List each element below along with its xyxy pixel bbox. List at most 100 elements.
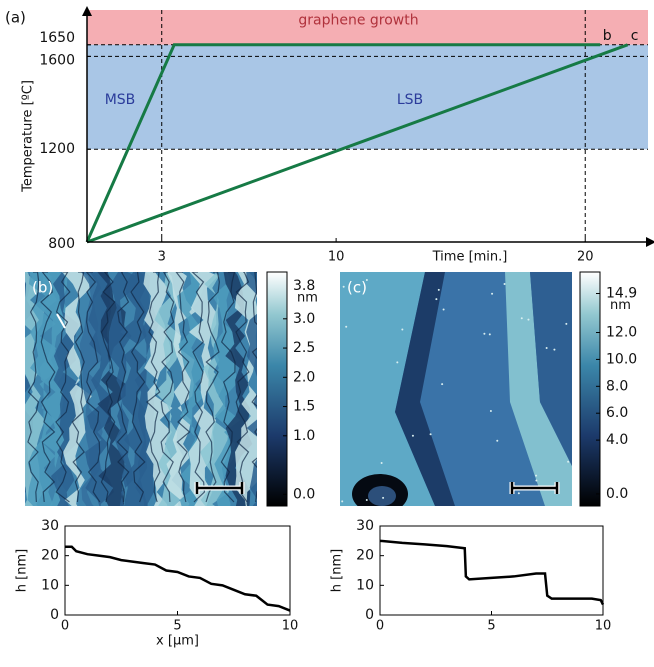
afm-particle (535, 479, 538, 482)
colorbar-tick-label: 3.8 (293, 278, 315, 294)
afm-particle (365, 279, 368, 282)
afm-particle (488, 333, 491, 336)
x-tick-label: 0 (61, 619, 69, 634)
y-tick-label: 1650 (39, 30, 75, 46)
colorbar-tick-label: 8.0 (606, 378, 628, 394)
band (87, 10, 648, 45)
afm-particle (437, 288, 440, 291)
band (87, 44, 648, 150)
afm-particle (520, 317, 523, 320)
afm-particle (483, 332, 486, 335)
afm-step-edge (130, 272, 146, 503)
y-axis-label: h [nm] (15, 549, 30, 592)
afm-step-edge (116, 272, 130, 503)
colorbar-tick-label: 2.5 (293, 340, 315, 356)
afm-texture (25, 272, 45, 506)
colorbar-tick-label: 6.0 (606, 405, 628, 421)
x-tick-label: 10 (282, 619, 299, 634)
afm-step-edge (40, 272, 56, 503)
band-label: graphene growth (298, 12, 418, 28)
afm-texture (246, 272, 257, 506)
colorbar-tick-label: 4.0 (606, 432, 628, 448)
y-tick-label: 800 (48, 236, 75, 252)
y-tick-label: 20 (356, 548, 374, 564)
y-tick-label: 30 (41, 518, 59, 534)
afm-particle (489, 409, 492, 412)
afm-step-edge (27, 272, 40, 503)
colorbar-tick-label: 12.0 (606, 325, 637, 341)
afm-particle (567, 460, 570, 463)
afm-particle (545, 347, 548, 350)
x-tick-label: 0 (376, 619, 384, 634)
afm-particle (429, 433, 432, 436)
afm-step-edge (205, 272, 220, 503)
colorbar (266, 271, 288, 507)
afm-texture (27, 272, 57, 506)
afm-step-edge (235, 272, 250, 503)
colorbar-unit: nm (610, 298, 631, 313)
x-tick-label: 3 (158, 250, 166, 265)
afm-particle (517, 492, 520, 495)
colorbar-tick-label: 14.9 (606, 286, 637, 302)
afm-step-edge (191, 272, 206, 503)
afm-particle (503, 282, 506, 285)
colorbar-tick-label: 2.0 (293, 369, 315, 385)
afm-step-edge (251, 272, 257, 503)
afm-step-edge (85, 272, 101, 503)
colorbar-tick-label: 1.5 (293, 399, 315, 415)
scale-bar (510, 482, 559, 494)
plot-frame (64, 525, 291, 616)
afm-texture (200, 272, 230, 506)
colorbar-tick-label: 0.0 (293, 486, 315, 502)
afm-step-edge (220, 272, 236, 503)
afm-particle (535, 474, 538, 477)
afm-step-edge (55, 272, 71, 503)
afm-marker (56, 313, 66, 329)
afm-particle (380, 462, 383, 465)
afm-particle (441, 383, 444, 386)
scale-bar (195, 482, 244, 494)
x-axis-label: x [µm] (156, 634, 199, 649)
afm-step-edge (71, 272, 85, 503)
afm-texture (108, 272, 136, 506)
afm-image (25, 272, 257, 506)
afm-particle (442, 308, 445, 311)
colorbar-tick-label: 1.0 (293, 428, 315, 444)
afm-particle (435, 298, 438, 301)
end-label: b (603, 28, 612, 44)
panel-label: (a) (5, 9, 26, 27)
x-tick-label: 20 (577, 250, 594, 265)
data-line (379, 539, 605, 606)
colorbar-tick-label: 10.0 (606, 351, 637, 367)
y-tick-label: 0 (365, 607, 374, 623)
colorbar-tick-label: 3.0 (293, 311, 315, 327)
afm-step-edge (146, 272, 161, 503)
afm-texture (166, 272, 196, 506)
afm-step-edge (100, 272, 116, 503)
colorbar-unit: nm (297, 291, 318, 306)
afm-image (340, 272, 572, 506)
afm-particle (341, 500, 344, 503)
y-tick-label: 1200 (39, 141, 75, 157)
afm-particle (345, 325, 348, 328)
x-tick-label: 10 (328, 250, 345, 265)
data-line (85, 43, 601, 243)
y-tick-label: 10 (41, 577, 59, 593)
data-line (65, 545, 291, 612)
afm-particle (401, 328, 404, 331)
panel-label: (c) (347, 279, 367, 297)
y-tick-label: 20 (41, 548, 59, 564)
afm-terrace (340, 272, 435, 506)
x-axis-label: Time [min.] (432, 250, 508, 265)
x-tick-label: 5 (173, 619, 181, 634)
colorbar-tick-label: 0.0 (606, 486, 628, 502)
series-label: MSB (105, 92, 136, 108)
afm-particle (527, 318, 530, 321)
end-label: c (631, 28, 639, 44)
afm-texture (62, 272, 92, 506)
afm-particle (365, 498, 368, 501)
afm-terrace (505, 272, 572, 506)
afm-step-edge (175, 272, 191, 503)
y-tick-label: 10 (356, 577, 374, 593)
